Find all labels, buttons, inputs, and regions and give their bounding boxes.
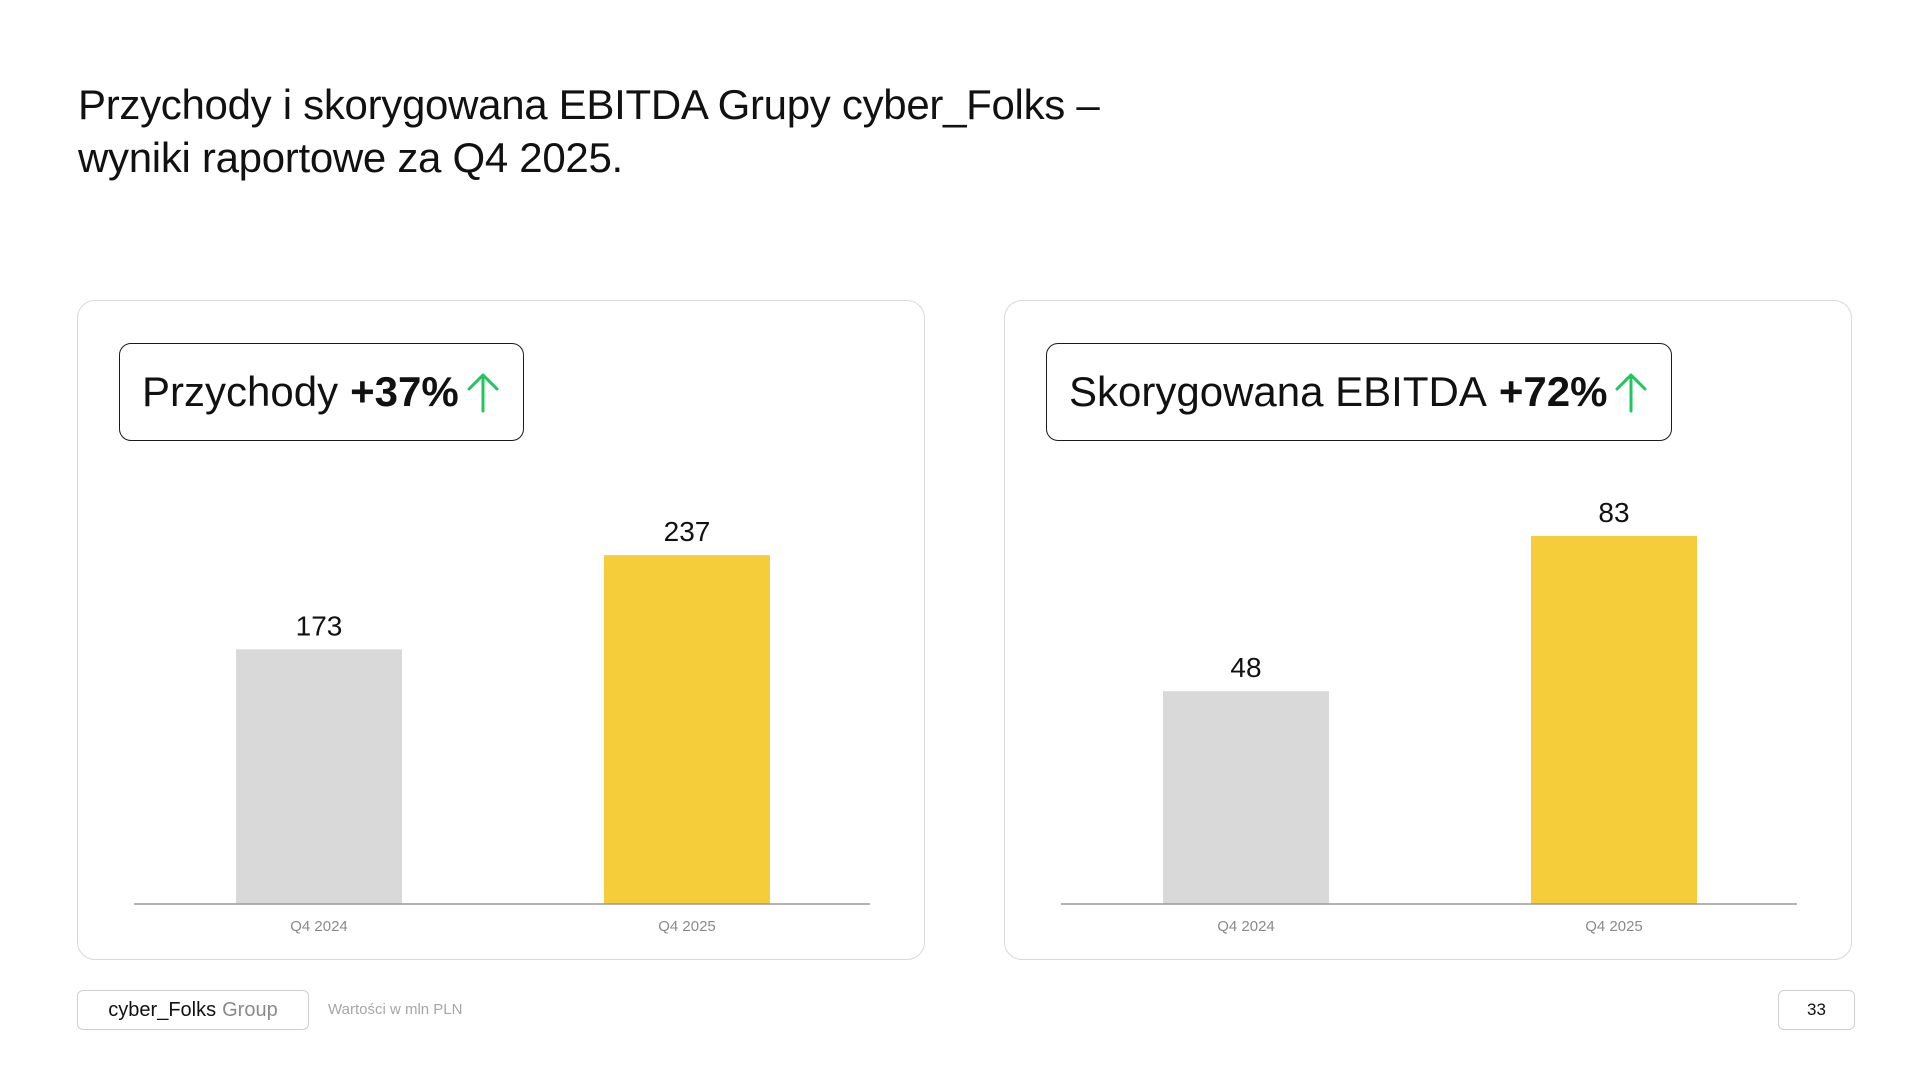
x-tick-label: Q4 2024 <box>290 918 348 935</box>
page-title-line-1: Przychody i skorygowana EBITDA Grupy cyb… <box>78 81 1100 128</box>
ebitda-kpi-change: +72% <box>1498 368 1608 415</box>
bar-q4-2025 <box>604 555 770 904</box>
bar-value-label: 237 <box>664 516 711 547</box>
revenue-kpi-badge: Przychody +37% <box>119 343 524 441</box>
brand-name: cyber_Folks <box>108 998 217 1021</box>
bar-q4-2024 <box>1163 691 1329 904</box>
page-title: Przychody i skorygowana EBITDA Grupy cyb… <box>78 78 1278 184</box>
ebitda-kpi-label: Skorygowana EBITDA <box>1069 368 1487 415</box>
bar-q4-2025 <box>1531 536 1697 904</box>
brand-logo: cyber_Folks Group <box>77 990 309 1030</box>
arrow-up-icon <box>1615 373 1647 413</box>
ebitda-kpi-badge: Skorygowana EBITDA +72% <box>1046 343 1673 441</box>
revenue-kpi-change: +37% <box>350 368 459 415</box>
bar-value-label: 48 <box>1230 652 1261 683</box>
page-title-line-2: wyniki raportowe za Q4 2025. <box>78 134 623 181</box>
page-number: 33 <box>1778 990 1855 1030</box>
arrow-up-icon <box>467 373 499 413</box>
revenue-kpi-label: Przychody <box>142 368 339 415</box>
bar-value-label: 173 <box>296 610 343 641</box>
ebitda-panel: Skorygowana EBITDA +72% 48 Q4 2024 83 Q4 20… <box>1004 300 1852 960</box>
x-tick-label: Q4 2024 <box>1217 918 1275 935</box>
x-tick-label: Q4 2025 <box>1585 918 1643 935</box>
bar-value-label: 83 <box>1598 497 1629 528</box>
revenue-panel: Przychody +37% 173 Q4 2024 237 Q4 2025 <box>77 300 925 960</box>
units-note: Wartości w mln PLN <box>328 1001 463 1018</box>
ebitda-bar-chart: 48 Q4 2024 83 Q4 2025 <box>1061 497 1797 935</box>
bar-q4-2024 <box>236 649 402 904</box>
brand-suffix: Group <box>222 998 278 1021</box>
x-tick-label: Q4 2025 <box>658 918 716 935</box>
revenue-bar-chart: 173 Q4 2024 237 Q4 2025 <box>134 516 870 935</box>
